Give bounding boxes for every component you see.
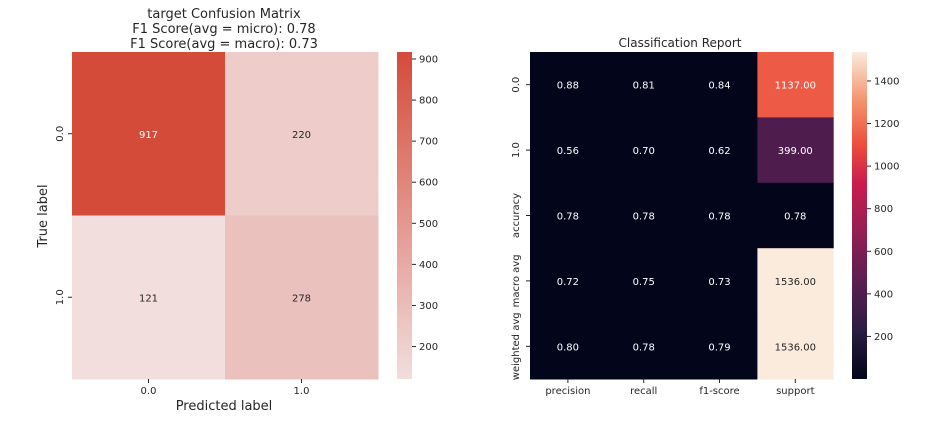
cr-cell	[605, 52, 683, 118]
cr-cell	[530, 117, 607, 184]
cm-colorbar-tick-label: 200	[419, 342, 438, 353]
cr-cell-label: 0.78	[633, 342, 655, 353]
cr-cell-label: 1536.00	[775, 277, 816, 288]
cr-colorbar-tick-label: 600	[874, 247, 893, 258]
cr-x-ticks: precision recall f1-score support	[545, 379, 815, 397]
cr-cell-label: 0.72	[557, 277, 579, 288]
cr-colorbar-tick-label: 1000	[874, 162, 899, 173]
cm-cell-label: 917	[139, 130, 158, 141]
cr-cell	[681, 182, 758, 249]
cr-y-tick-label: accuracy	[511, 193, 522, 238]
cr-cell	[530, 313, 607, 380]
cm-cell-label: 121	[139, 293, 158, 304]
cr-y-ticks: 0.0 1.0 accuracy macro avg weighted avg	[511, 77, 530, 380]
cr-colorbar-gradient	[852, 52, 867, 379]
cr-colorbar-tick-label: 1400	[874, 76, 899, 87]
cr-colorbar-tick-label: 800	[874, 204, 893, 215]
cr-cell	[757, 182, 834, 249]
cm-cell	[225, 215, 379, 380]
cr-cell-label: 0.78	[557, 212, 579, 223]
cr-cell	[681, 52, 758, 118]
confusion-matrix-panel: target Confusion Matrix F1 Score(avg = m…	[36, 7, 438, 414]
cm-colorbar-gradient	[397, 52, 412, 379]
cm-cell-label: 220	[292, 130, 311, 141]
cr-colorbar-ticks: 200 400 600 800 1000 1200 1400	[867, 76, 899, 343]
cr-cell	[757, 52, 834, 118]
cr-cell	[681, 313, 758, 380]
classification-report-panel: Classification Report 0.88 0.81 0.84 1137.0…	[511, 36, 899, 397]
cr-x-tick-label: support	[776, 386, 814, 397]
cr-cell	[605, 313, 683, 380]
cm-colorbar-tick-label: 900	[419, 54, 438, 65]
cr-colorbar-tick-label: 400	[874, 289, 893, 300]
cr-cell	[530, 248, 607, 315]
cr-cell-label: 0.56	[557, 146, 579, 157]
cr-colorbar: 200 400 600 800 1000 1200 1400	[852, 52, 899, 379]
cr-cell-label: 0.84	[708, 81, 730, 92]
cm-colorbar-ticks: 200 300 400 500 600 700 800 900	[412, 54, 438, 353]
cm-colorbar-tick-label: 700	[419, 137, 438, 148]
cr-cell	[757, 313, 834, 380]
cm-x-tick-label: 0.0	[141, 386, 157, 397]
cm-title-line-3: F1 Score(avg = macro): 0.73	[130, 37, 318, 52]
cr-x-tick-label: f1-score	[699, 386, 739, 397]
cr-title: Classification Report	[619, 36, 742, 50]
cr-cell-label: 0.75	[633, 277, 655, 288]
cr-cell	[757, 117, 834, 184]
cr-cell-label: 0.78	[633, 212, 655, 223]
cr-cell-label: 0.73	[708, 277, 730, 288]
cr-cell-label: 0.78	[708, 212, 730, 223]
cm-colorbar: 200 300 400 500 600 700 800 900	[397, 52, 438, 379]
cr-cell	[605, 117, 683, 184]
cm-x-axis-label: Predicted label	[176, 399, 273, 414]
cr-y-tick-label: weighted avg	[511, 312, 522, 380]
cm-colorbar-tick-label: 400	[419, 260, 438, 271]
cm-y-tick-label: 1.0	[55, 289, 66, 305]
cr-y-tick-label: macro avg	[511, 254, 522, 307]
cm-y-axis-label: True label	[36, 184, 51, 248]
cr-cell-label: 399.00	[778, 146, 813, 157]
cr-cell-label: 0.80	[557, 342, 579, 353]
cm-x-tick-label: 1.0	[294, 386, 310, 397]
cm-cell	[72, 52, 226, 216]
cr-colorbar-tick-label: 1200	[874, 119, 899, 130]
cm-colorbar-tick-label: 500	[419, 219, 438, 230]
cm-cell-label: 278	[292, 293, 311, 304]
cr-cell	[757, 248, 834, 315]
cr-y-tick-label: 0.0	[511, 77, 522, 93]
cm-title-line-1: target Confusion Matrix	[147, 7, 301, 22]
cm-colorbar-tick-label: 800	[419, 96, 438, 107]
cr-y-tick-label: 1.0	[511, 142, 522, 158]
cr-cell	[605, 248, 683, 315]
cr-cell	[681, 117, 758, 184]
cr-cell	[605, 182, 683, 249]
cr-x-tick-label: recall	[630, 386, 657, 397]
cr-cell-label: 0.70	[633, 146, 655, 157]
cr-cell	[681, 248, 758, 315]
cm-y-ticks: 0.0 1.0	[55, 126, 72, 305]
cr-cell-label: 0.79	[708, 342, 730, 353]
cm-cells: 917 220 121 278	[72, 52, 379, 380]
cm-cell	[72, 215, 226, 380]
cm-colorbar-tick-label: 600	[419, 178, 438, 189]
cr-cell-label: 0.78	[784, 212, 806, 223]
cr-cell-label: 1137.00	[775, 81, 816, 92]
cr-cells: 0.88 0.81 0.84 1137.00 0.56 0.70 0.62 399.00 0.7…	[530, 52, 834, 380]
cr-x-tick-label: precision	[545, 386, 590, 397]
cm-y-tick-label: 0.0	[55, 126, 66, 142]
cr-cell	[530, 182, 607, 249]
cm-title-line-2: F1 Score(avg = micro): 0.78	[132, 22, 315, 37]
cm-cell	[225, 52, 379, 216]
cm-x-ticks: 0.0 1.0	[141, 379, 310, 397]
cm-colorbar-tick-label: 300	[419, 301, 438, 312]
cr-cell	[530, 52, 607, 118]
cr-cell-label: 0.62	[708, 146, 730, 157]
cr-cell-label: 0.88	[557, 81, 579, 92]
cr-cell-label: 1536.00	[775, 342, 816, 353]
cr-cell-label: 0.81	[633, 81, 655, 92]
cr-colorbar-tick-label: 200	[874, 332, 893, 343]
